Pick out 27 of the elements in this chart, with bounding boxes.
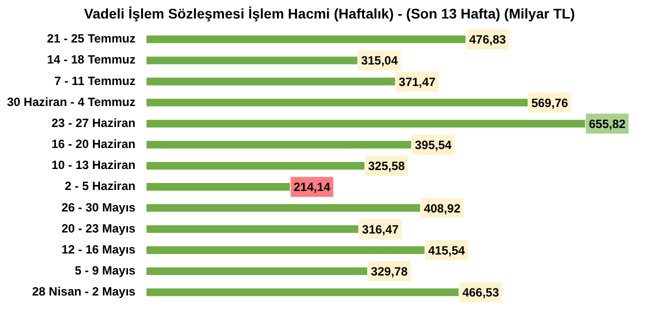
y-tick-label: 7 - 11 Temmuz xyxy=(54,74,136,88)
y-tick-label: 20 - 23 Mayıs xyxy=(61,221,136,236)
y-tick-label: 12 - 16 Mayıs xyxy=(61,242,136,256)
data-label: 569,76 xyxy=(531,96,568,110)
y-tick-label: 14 - 18 Temmuz xyxy=(47,52,136,67)
y-tick-label: 10 - 13 Haziran xyxy=(51,158,136,172)
data-label: 476,83 xyxy=(469,32,506,47)
y-tick-label: 16 - 20 Haziran xyxy=(51,137,136,152)
data-label: 329,78 xyxy=(370,264,408,278)
data-label: 466,53 xyxy=(462,286,500,300)
data-label: 214,14 xyxy=(294,180,331,194)
y-tick-label: 23 - 27 Haziran xyxy=(51,116,136,130)
y-tick-label: 2 - 5 Haziran xyxy=(64,179,136,194)
y-tick-label: 26 - 30 Mayıs xyxy=(61,200,136,214)
y-tick-label: 30 Haziran - 4 Temmuz xyxy=(7,94,136,109)
chart-title: Vadeli İşlem Sözleşmesi İşlem Hacmi (Haftalık) - (Son 13 Hafta) (Milyar TL) xyxy=(84,5,575,22)
data-label: 316,47 xyxy=(362,222,400,236)
y-tick-label: 5 - 9 Mayıs xyxy=(74,263,136,278)
data-label: 371,47 xyxy=(398,74,436,89)
data-label: 315,04 xyxy=(361,54,398,68)
data-label: 415,54 xyxy=(428,243,466,258)
data-label: 655,82 xyxy=(588,116,626,131)
data-label: 395,54 xyxy=(414,138,452,152)
y-tick-label: 28 Nisan - 2 Mayıs xyxy=(32,284,136,299)
y-tick-label: 21 - 25 Temmuz xyxy=(47,32,136,46)
data-label: 408,92 xyxy=(424,201,461,216)
data-label: 325,58 xyxy=(368,159,406,174)
